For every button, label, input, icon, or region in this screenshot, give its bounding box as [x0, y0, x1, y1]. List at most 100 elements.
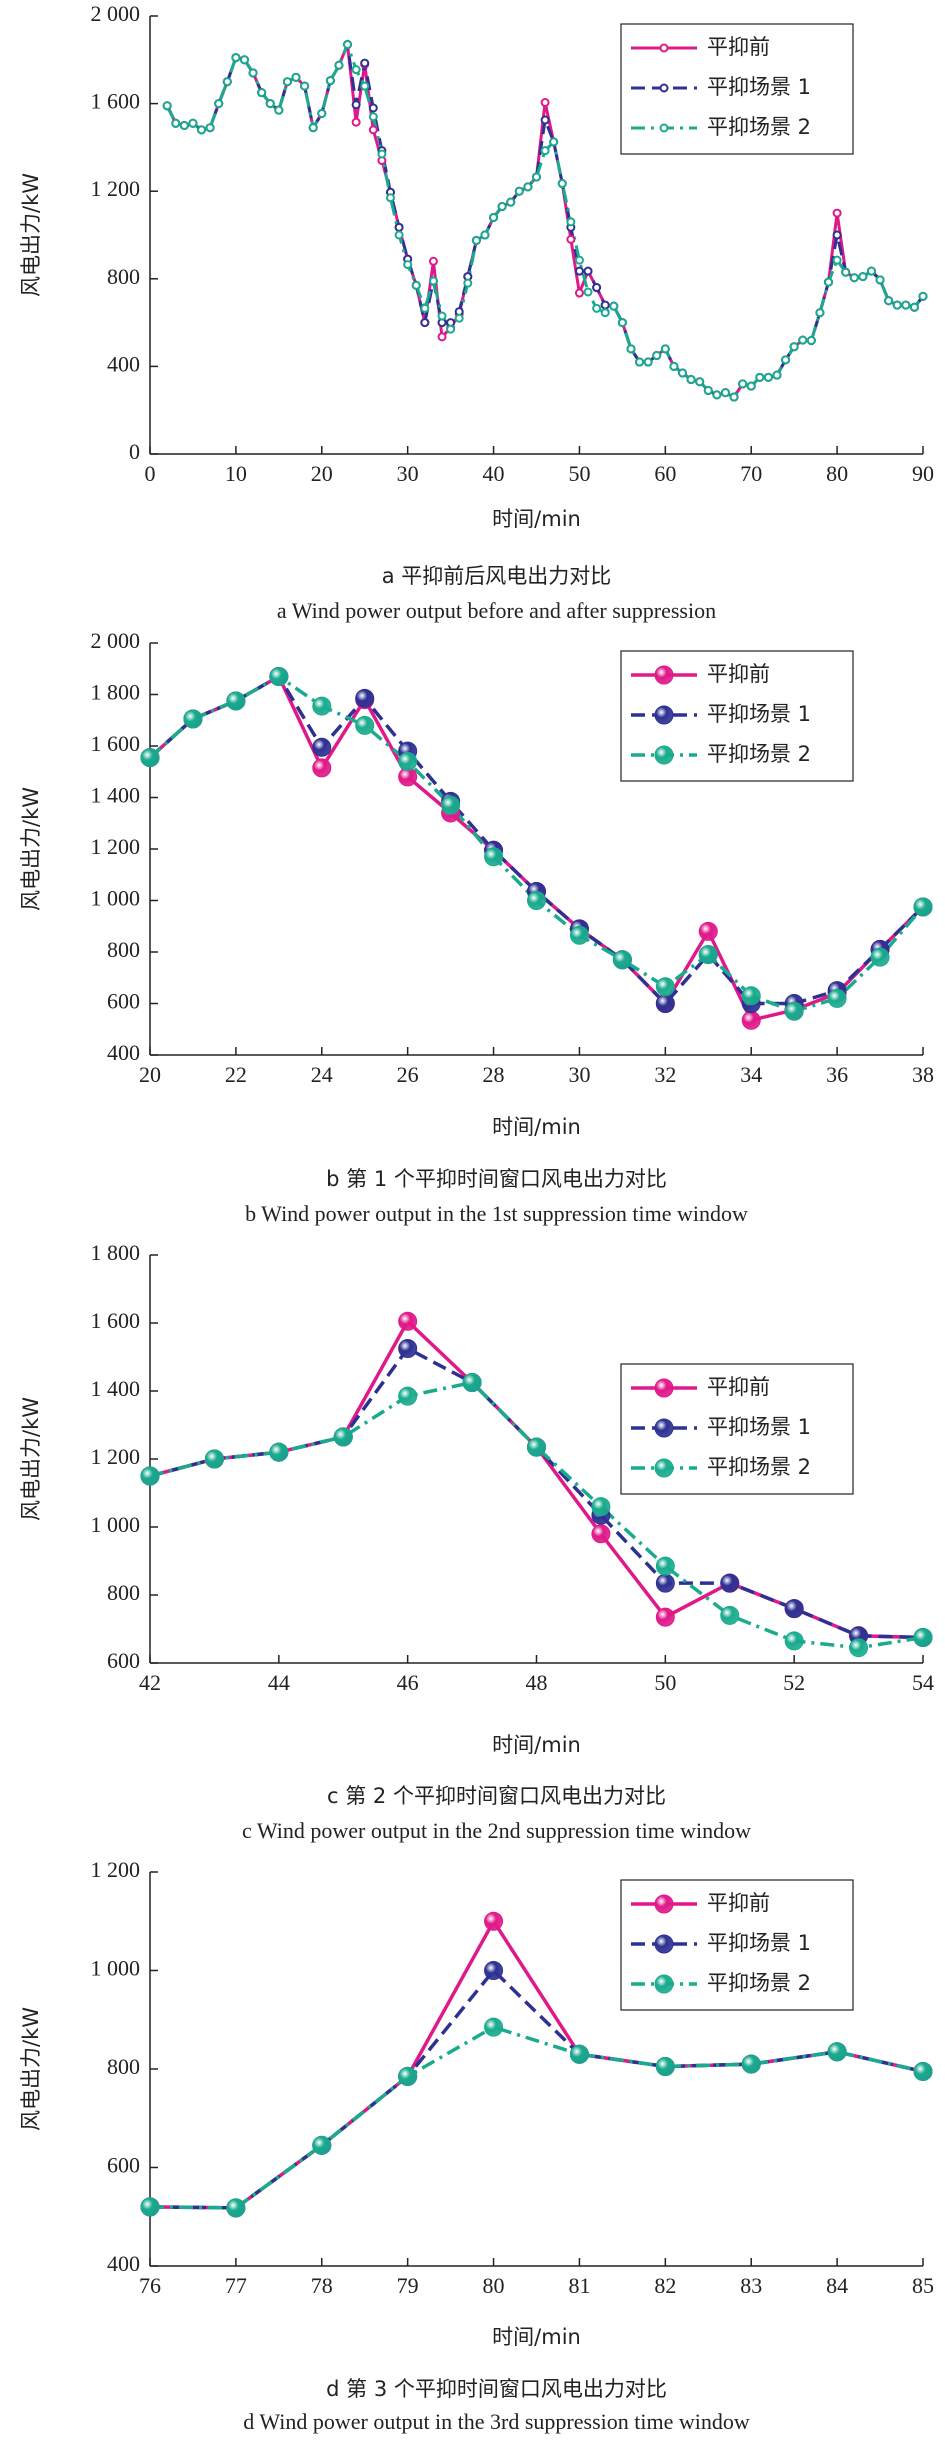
- data-point: [360, 58, 370, 68]
- x-tick-label: 42: [139, 1670, 161, 1695]
- data-point: [222, 77, 232, 87]
- data-point: [557, 179, 567, 189]
- data-point: [269, 1442, 289, 1462]
- data-point: [140, 1466, 160, 1486]
- data-point: [514, 186, 524, 196]
- data-point: [398, 1339, 418, 1358]
- legend-label: 平抑前: [707, 662, 770, 686]
- data-point: [540, 98, 550, 108]
- data-point: [403, 260, 413, 270]
- data-point: [428, 276, 438, 286]
- data-point: [527, 891, 546, 910]
- data-point: [351, 65, 361, 75]
- data-point: [484, 847, 504, 867]
- data-point: [849, 1638, 869, 1658]
- data-point: [334, 60, 344, 70]
- data-point: [591, 1497, 611, 1517]
- legend-marker: [659, 83, 669, 93]
- data-point: [720, 1573, 740, 1593]
- y-tick-label: 1 800: [91, 680, 141, 705]
- data-point: [815, 308, 825, 318]
- data-point: [162, 101, 172, 111]
- data-point: [583, 266, 593, 276]
- data-point: [351, 100, 361, 110]
- x-tick-label: 28: [483, 1062, 505, 1087]
- legend-label: 平抑场景 1: [707, 1415, 811, 1439]
- legend-marker: [654, 1934, 674, 1954]
- data-point: [441, 795, 461, 815]
- data-point: [205, 123, 215, 133]
- data-point: [140, 748, 160, 768]
- data-point: [265, 99, 275, 109]
- data-point: [824, 277, 834, 287]
- data-point: [226, 2198, 246, 2218]
- y-tick-label: 1 200: [91, 834, 141, 859]
- x-tick-label: 46: [397, 1670, 419, 1695]
- legend-marker: [654, 1974, 674, 1994]
- data-point: [617, 318, 627, 328]
- data-point: [901, 300, 911, 310]
- legend-label: 平抑场景 2: [707, 742, 811, 766]
- data-point: [355, 715, 375, 735]
- data-point: [377, 149, 387, 159]
- x-tick-label: 36: [826, 1062, 848, 1087]
- x-tick-label: 30: [397, 461, 419, 486]
- data-point: [698, 921, 718, 941]
- y-tick-label: 2 000: [91, 628, 141, 653]
- x-axis-label: 时间/min: [492, 1115, 581, 1139]
- x-tick-label: 84: [826, 2273, 848, 2298]
- series-line: [149, 2025, 924, 2210]
- y-tick-label: 400: [107, 1040, 140, 1065]
- data-point: [609, 301, 619, 311]
- data-point: [686, 375, 696, 385]
- y-tick-label: 800: [107, 2054, 140, 2079]
- data-point: [325, 76, 335, 86]
- data-point: [312, 737, 332, 757]
- caption-cn: d 第 3 个平抑时间窗口风电出力对比: [326, 2377, 667, 2401]
- data-point: [140, 2197, 160, 2217]
- y-tick-label: 600: [107, 2153, 140, 2178]
- y-tick-label: 400: [107, 2251, 140, 2276]
- x-tick-label: 54: [912, 1670, 934, 1695]
- data-point: [806, 336, 816, 346]
- y-tick-label: 1 600: [91, 1308, 141, 1333]
- data-point: [312, 696, 332, 716]
- data-point: [532, 172, 541, 182]
- data-point: [300, 81, 310, 91]
- legend-label: 平抑场景 2: [707, 1455, 811, 1479]
- x-tick-label: 76: [139, 2273, 161, 2298]
- x-tick-label: 83: [740, 2273, 762, 2298]
- data-point: [832, 230, 842, 240]
- data-point: [454, 313, 464, 323]
- data-point: [368, 125, 378, 135]
- data-point: [480, 230, 490, 240]
- data-point: [394, 222, 404, 232]
- data-point: [540, 115, 550, 125]
- data-point: [798, 335, 808, 345]
- y-tick-label: 1 600: [91, 731, 141, 756]
- data-point: [484, 2017, 504, 2037]
- data-point: [703, 385, 713, 395]
- data-point: [591, 1524, 611, 1544]
- caption-cn: b 第 1 个平抑时间窗口风电出力对比: [326, 1167, 667, 1191]
- data-point: [394, 230, 404, 240]
- data-point: [360, 81, 370, 91]
- y-tick-label: 600: [107, 1648, 140, 1673]
- x-tick-label: 44: [268, 1670, 290, 1695]
- x-tick-label: 40: [483, 461, 505, 486]
- data-point: [428, 256, 438, 266]
- data-point: [566, 234, 576, 244]
- legend-marker: [659, 43, 669, 53]
- data-point: [698, 945, 718, 965]
- data-point: [317, 108, 327, 118]
- y-tick-label: 1 000: [91, 886, 141, 911]
- data-point: [312, 758, 332, 778]
- data-point: [437, 332, 447, 342]
- data-point: [741, 986, 761, 1006]
- data-point: [652, 350, 662, 360]
- legend-label: 平抑场景 1: [707, 1931, 811, 1955]
- x-tick-label: 10: [225, 461, 247, 486]
- data-point: [832, 208, 842, 218]
- data-point: [741, 1010, 761, 1030]
- legend-marker: [654, 745, 674, 765]
